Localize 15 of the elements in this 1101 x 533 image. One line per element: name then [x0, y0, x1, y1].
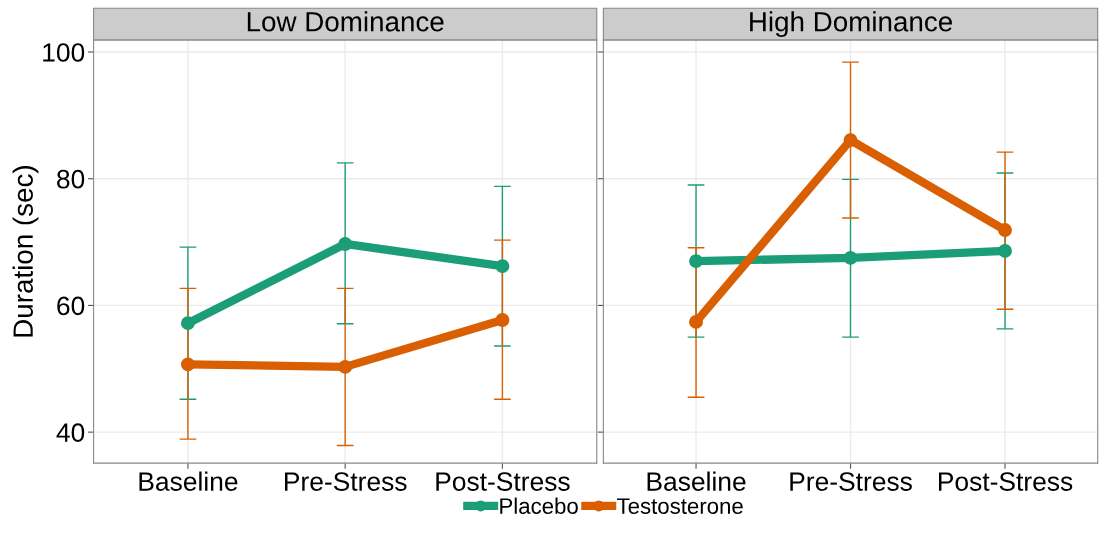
chart-title: High Dominance [750, 11, 952, 38]
y-tick-label: 40 [56, 423, 85, 442]
x-tick-label: Post-Stress [436, 472, 570, 491]
x-tick-label: Post-Stress [938, 472, 1073, 491]
y-tick-label: 60 [57, 296, 85, 316]
legend-label: Placebo [500, 497, 578, 514]
legend-label: Testosterone [617, 498, 743, 514]
x-tick-label: Baseline [139, 471, 238, 491]
y-axis-title: Duration (sec) [12, 166, 39, 337]
chart-title: Low Dominance [247, 11, 444, 32]
x-tick-label: Baseline [647, 471, 746, 491]
x-tick-label: Pre-Stress [285, 472, 407, 491]
y-tick-label: 100 [43, 43, 85, 62]
x-tick-label: Pre-Stress [790, 472, 912, 491]
y-tick-label: 80 [57, 169, 85, 189]
